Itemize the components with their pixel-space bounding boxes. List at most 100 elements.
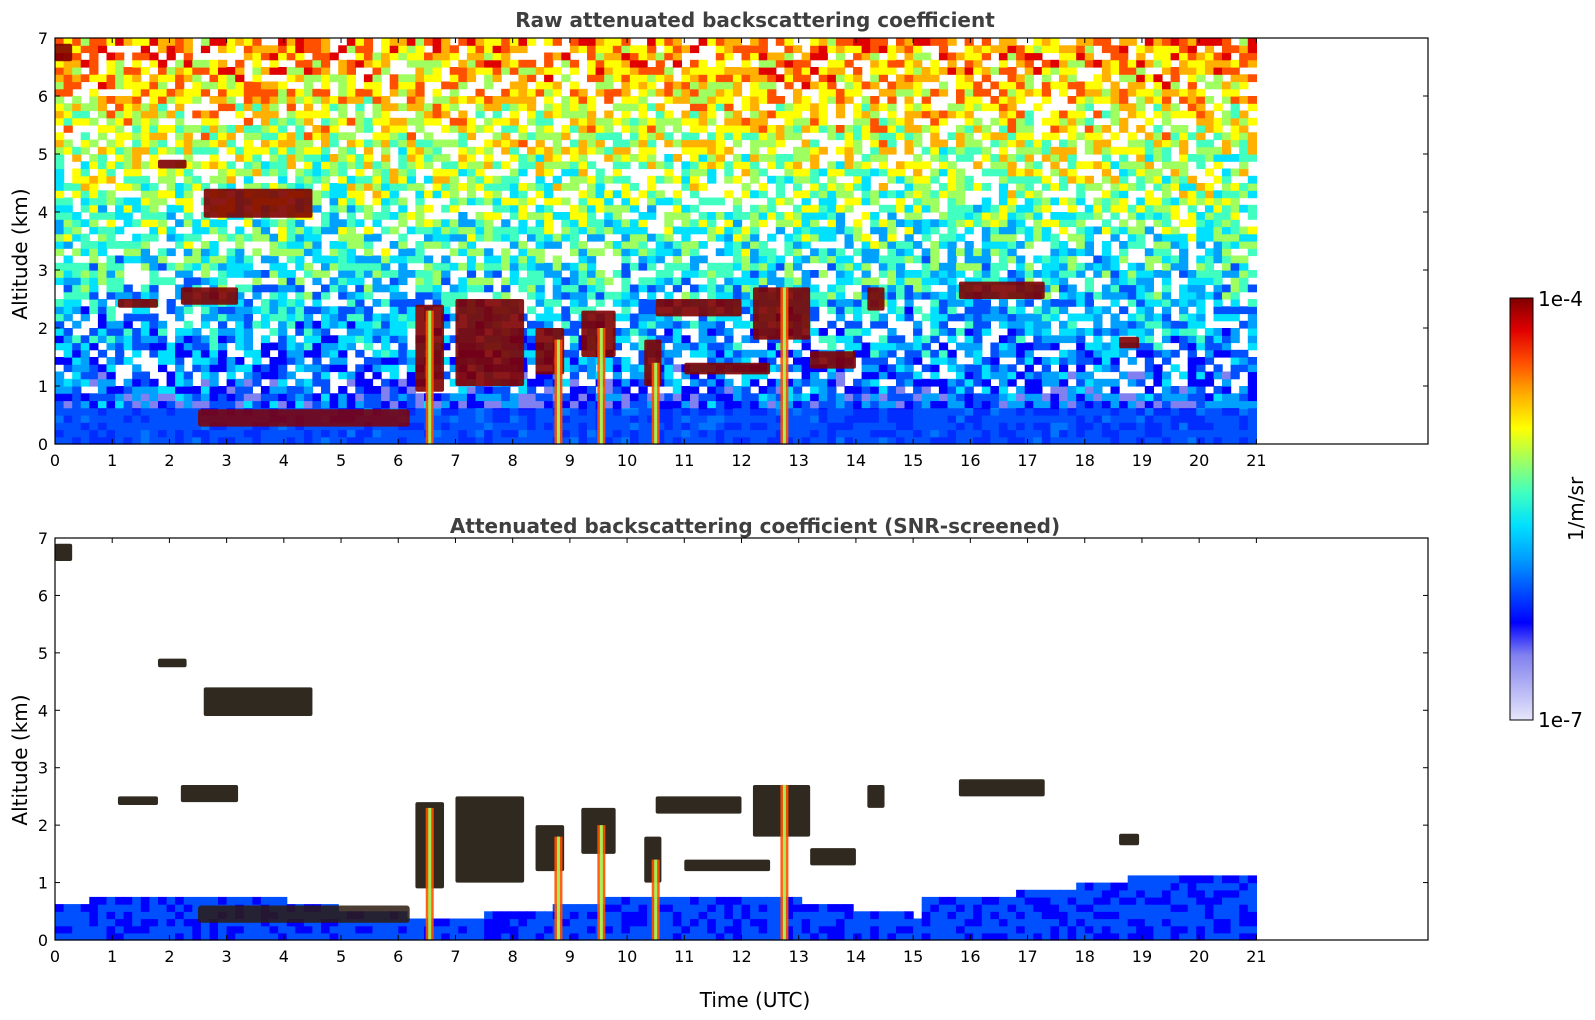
- heatmap-cell: [784, 168, 794, 177]
- heatmap-cell: [458, 291, 468, 300]
- heatmap-cell: [406, 139, 416, 148]
- heatmap-cell: [295, 349, 305, 358]
- heatmap-cell: [475, 146, 485, 155]
- heatmap-cell: [707, 226, 717, 235]
- heatmap-cell: [415, 219, 425, 228]
- heatmap-cell: [844, 306, 854, 315]
- heatmap-cell: [569, 306, 580, 315]
- heatmap-cell: [681, 183, 691, 191]
- heatmap-cell: [140, 248, 150, 257]
- heatmap-cell: [278, 81, 288, 90]
- heatmap-cell: [913, 349, 923, 358]
- heatmap-cell: [921, 125, 931, 133]
- heatmap-cell: [990, 241, 1000, 249]
- heatmap-cell: [381, 197, 391, 206]
- heatmap-cell: [938, 342, 949, 351]
- heatmap-cell: [72, 233, 82, 242]
- heatmap-cell: [527, 306, 537, 315]
- heatmap-cell: [140, 291, 150, 300]
- heatmap-cell: [724, 313, 734, 322]
- heatmap-cell: [381, 349, 391, 358]
- heatmap-cell: [492, 161, 502, 170]
- heatmap-cell: [72, 386, 82, 394]
- heatmap-cell: [612, 371, 622, 380]
- heatmap-cell: [372, 132, 382, 141]
- heatmap-cell: [793, 110, 803, 119]
- heatmap-cell: [406, 59, 416, 68]
- heatmap-cell: [707, 320, 717, 329]
- heatmap-cell: [149, 88, 159, 97]
- heatmap-cell: [947, 386, 957, 394]
- heatmap-cell: [818, 168, 828, 177]
- heatmap-cell: [424, 241, 434, 249]
- heatmap-cell: [72, 270, 82, 278]
- heatmap-cell: [398, 139, 408, 148]
- heatmap-cell: [466, 74, 477, 83]
- heatmap-cell: [861, 183, 871, 191]
- heatmap-cell: [235, 59, 245, 68]
- heatmap-cell: [97, 45, 108, 54]
- heatmap-cell: [1024, 190, 1034, 199]
- heatmap-cell: [904, 110, 914, 119]
- heatmap-cell: [432, 284, 442, 293]
- heatmap-cell: [870, 226, 880, 235]
- heatmap-cell: [638, 117, 648, 126]
- heatmap-cell: [132, 255, 142, 264]
- heatmap-cell: [896, 161, 906, 170]
- heatmap-cell: [750, 81, 760, 90]
- heatmap-cell: [664, 117, 674, 126]
- heatmap-cell: [449, 335, 459, 344]
- heatmap-cell: [149, 59, 159, 68]
- heatmap-cell: [406, 103, 416, 112]
- heatmap-cell: [218, 67, 228, 75]
- heatmap-cell: [887, 277, 897, 286]
- heatmap-cell: [998, 183, 1009, 191]
- heatmap-cell: [509, 212, 519, 220]
- heatmap-cell: [132, 306, 142, 315]
- heatmap-cell: [1007, 117, 1017, 126]
- heatmap-cell: [183, 349, 193, 358]
- heatmap-cell: [638, 284, 648, 293]
- heatmap-cell: [1007, 154, 1017, 162]
- heatmap-cell: [612, 117, 622, 126]
- heatmap-cell: [878, 386, 888, 394]
- heatmap-cell: [818, 96, 828, 104]
- heatmap-cell: [132, 328, 142, 336]
- heatmap-cell: [544, 38, 554, 46]
- heatmap-cell: [363, 335, 374, 344]
- heatmap-cell: [218, 88, 228, 97]
- heatmap-cell: [638, 364, 648, 373]
- heatmap-cell: [896, 378, 906, 387]
- heatmap-cell: [140, 212, 150, 220]
- heatmap-cell: [252, 364, 262, 373]
- heatmap-cell: [466, 393, 477, 402]
- heatmap-cell: [123, 38, 133, 46]
- heatmap-cell: [784, 233, 794, 242]
- heatmap-cell: [449, 226, 459, 235]
- heatmap-cell: [260, 299, 271, 307]
- heatmap-cell: [209, 81, 219, 90]
- heatmap-cell: [638, 146, 648, 155]
- heatmap-cell: [1016, 320, 1026, 329]
- heatmap-cell: [750, 204, 760, 213]
- heatmap-cell: [810, 103, 820, 112]
- heatmap-cell: [801, 74, 811, 83]
- heatmap-cell: [106, 371, 116, 380]
- heatmap-cell: [518, 67, 528, 75]
- heatmap-cell: [441, 59, 451, 68]
- heatmap-cell: [286, 88, 296, 97]
- heatmap-cell: [235, 400, 245, 409]
- heatmap-cell: [552, 146, 562, 155]
- heatmap-cell: [921, 74, 931, 83]
- heatmap-cell: [690, 393, 700, 402]
- heatmap-cell: [655, 313, 665, 322]
- heatmap-cell: [612, 88, 622, 97]
- heatmap-cell: [827, 320, 837, 329]
- heatmap-cell: [1007, 277, 1017, 286]
- heatmap-cell: [278, 248, 288, 257]
- heatmap-cell: [775, 386, 785, 394]
- heatmap-cell: [578, 197, 588, 206]
- heatmap-cell: [80, 400, 90, 409]
- heatmap-cell: [226, 175, 236, 184]
- heatmap-cell: [381, 110, 391, 119]
